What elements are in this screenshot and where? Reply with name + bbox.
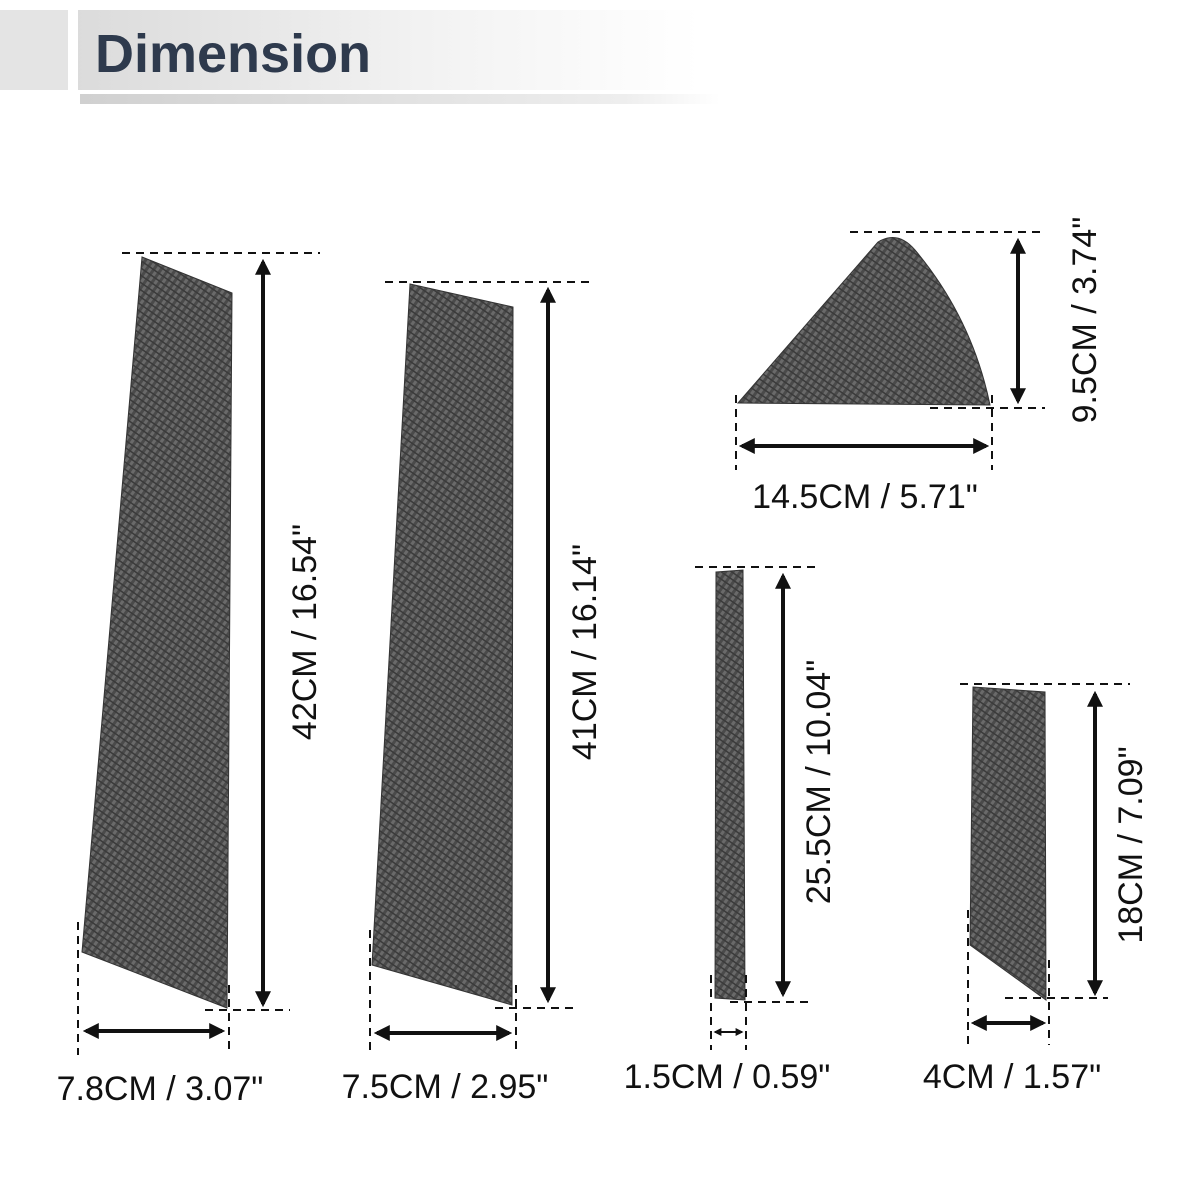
piece-1: 42CM / 16.54" 7.8CM / 3.07" [57, 252, 324, 1108]
piece-4: 25.5CM / 10.04" 1.5CM / 0.59" [624, 566, 838, 1096]
width-label: 7.5CM / 2.95" [342, 1068, 549, 1106]
header-underline [80, 94, 720, 104]
piece-3: 9.5CM / 3.74" 14.5CM / 5.71" [735, 217, 1104, 516]
header-gap [68, 10, 78, 90]
part [371, 283, 514, 1006]
piece-2: 41CM / 16.14" 7.5CM / 2.95" [342, 281, 604, 1106]
height-label: 42CM / 16.54" [286, 524, 324, 740]
piece-5: 18CM / 7.09" 4CM / 1.57" [923, 683, 1150, 1096]
part [714, 569, 746, 1001]
header-band [0, 10, 700, 90]
height-label: 18CM / 7.09" [1112, 746, 1150, 943]
width-label: 4CM / 1.57" [923, 1058, 1101, 1096]
header-tab [0, 10, 68, 90]
height-label: 41CM / 16.14" [566, 544, 604, 760]
part [81, 256, 233, 1009]
height-label: 25.5CM / 10.04" [800, 660, 838, 905]
width-label: 7.8CM / 3.07" [57, 1070, 264, 1108]
title: Dimension [95, 24, 371, 84]
height-label: 9.5CM / 3.74" [1066, 217, 1104, 424]
width-label: 1.5CM / 0.59" [624, 1058, 831, 1096]
width-label: 14.5CM / 5.71" [752, 478, 978, 516]
part [969, 686, 1047, 1001]
header: Dimension [0, 10, 720, 104]
part [736, 237, 991, 406]
